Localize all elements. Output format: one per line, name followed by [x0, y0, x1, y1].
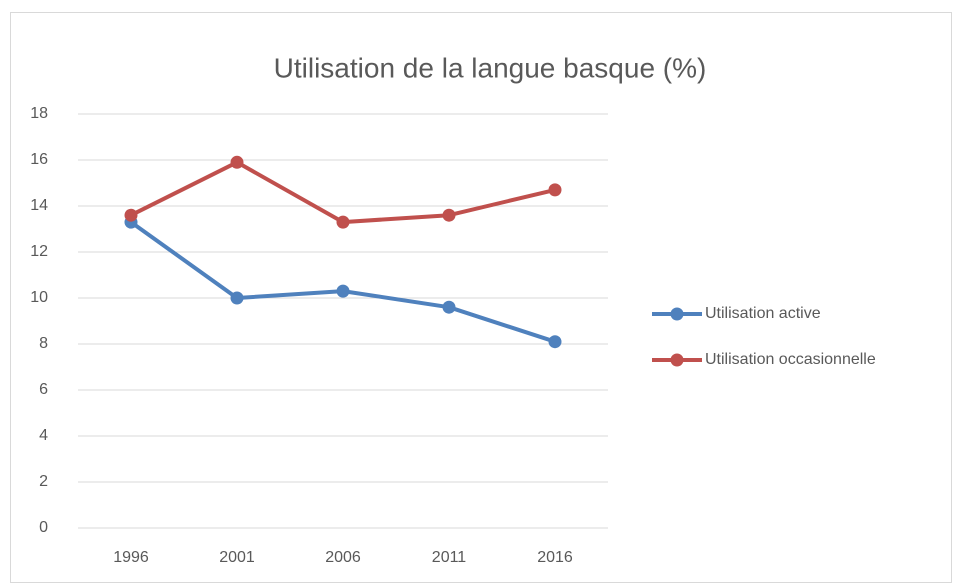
data-point — [548, 335, 562, 349]
y-tick-label: 0 — [39, 519, 48, 536]
legend-label: Utilisation active — [705, 305, 821, 322]
y-tick-label: 18 — [30, 105, 48, 122]
x-tick-label: 2006 — [325, 549, 361, 566]
legend-label: Utilisation occasionnelle — [705, 351, 876, 368]
y-tick-label: 10 — [30, 289, 48, 306]
data-point — [442, 300, 456, 314]
legend-marker — [670, 307, 684, 321]
data-point — [124, 208, 138, 222]
x-tick-label: 1996 — [113, 549, 149, 566]
data-point — [548, 183, 562, 197]
y-tick-label: 16 — [30, 151, 48, 168]
y-tick-label: 6 — [39, 381, 48, 398]
x-tick-label: 2016 — [537, 549, 573, 566]
legend-marker — [670, 353, 684, 367]
x-tick-label: 2011 — [432, 549, 467, 566]
y-tick-label: 14 — [30, 197, 48, 214]
y-tick-label: 8 — [39, 335, 48, 352]
y-tick-label: 12 — [30, 243, 48, 260]
y-tick-label: 2 — [39, 473, 48, 490]
data-point — [230, 291, 244, 305]
data-point — [442, 208, 456, 222]
data-point — [230, 155, 244, 169]
data-point — [336, 215, 350, 229]
x-tick-label: 2001 — [219, 549, 255, 566]
chart-title: Utilisation de la langue basque (%) — [274, 52, 707, 83]
y-tick-label: 4 — [39, 427, 48, 444]
data-point — [336, 284, 350, 298]
